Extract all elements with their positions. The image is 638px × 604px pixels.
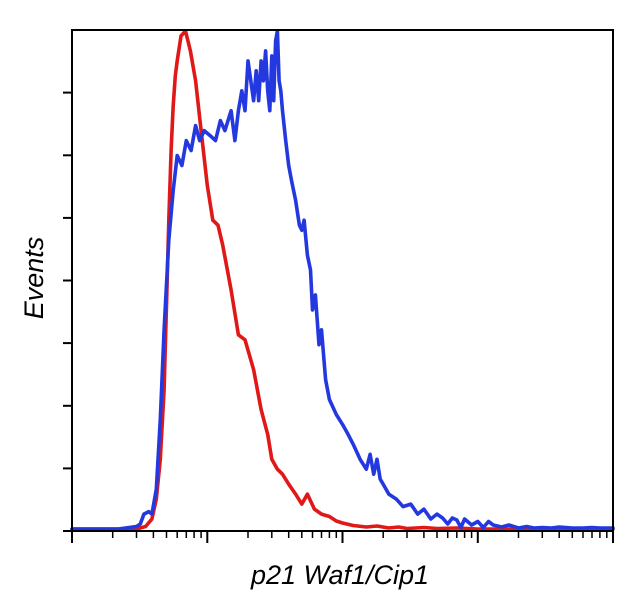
- series-layer: [70, 29, 615, 531]
- y-axis-ticks: [63, 91, 72, 532]
- series-line-2: [70, 29, 615, 531]
- x-axis-ticks: [71, 531, 614, 543]
- y-axis-label: Events: [19, 237, 49, 320]
- series-line-1: [70, 29, 615, 531]
- plot-frame: [71, 29, 614, 532]
- x-axis-label: p21 Waf1/Cip1: [250, 560, 429, 590]
